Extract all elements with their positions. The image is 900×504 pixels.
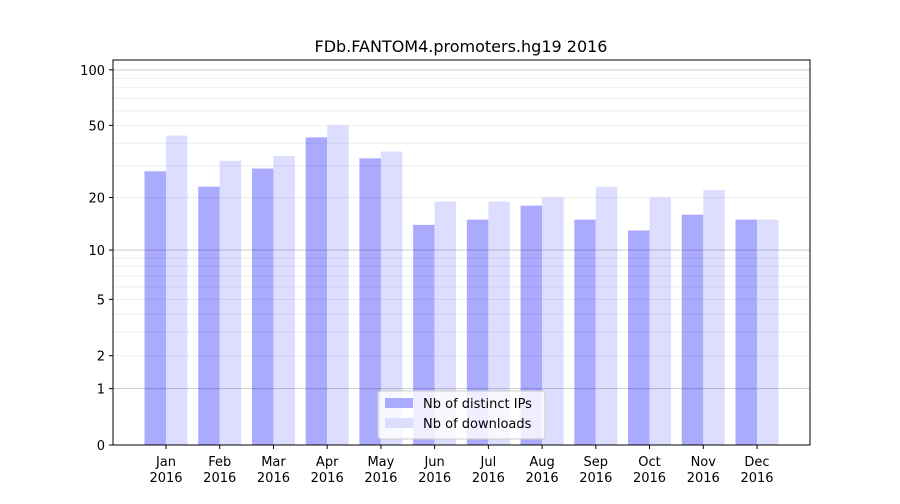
bar-downloads-mar: [273, 155, 295, 446]
y-tick-label: 2: [97, 350, 105, 365]
y-axis: 0 1 2 5 10 20 50 100: [80, 64, 113, 454]
legend-label: Nb of downloads: [423, 417, 532, 432]
x-tick-label-year: 2016: [257, 471, 290, 486]
x-tick-label-month: May: [367, 455, 394, 470]
x-tick-label-year: 2016: [579, 471, 612, 486]
x-tick-label-month: Mar: [261, 455, 286, 470]
bar-ips-feb: [198, 186, 220, 446]
y-tick-label: 20: [88, 192, 105, 207]
y-tick-label: 10: [88, 244, 105, 259]
legend-swatch: [385, 418, 413, 428]
x-tick-label-year: 2016: [687, 471, 720, 486]
x-tick-label-year: 2016: [149, 471, 182, 486]
legend-box: [377, 390, 546, 440]
bar-downloads-may: [380, 151, 403, 446]
bar-ips-jul: [466, 219, 489, 445]
x-tick-label-month: Jan: [155, 455, 176, 470]
grid: [113, 69, 810, 390]
x-tick-label-year: 2016: [364, 471, 397, 486]
legend-label: Nb of distinct IPs: [423, 397, 532, 412]
bar-ips-nov: [681, 214, 704, 445]
bar-downloads-feb: [219, 160, 242, 445]
bar-downloads-oct: [649, 197, 672, 445]
bars: [144, 125, 779, 446]
x-tick-label-month: Aug: [529, 455, 554, 470]
x-tick-label-year: 2016: [633, 471, 666, 486]
bar-ips-jan: [144, 171, 166, 445]
bar-downloads-apr: [327, 125, 349, 445]
y-tick-label: 100: [80, 64, 105, 79]
bar-downloads-jul: [488, 201, 510, 445]
bar-downloads-dec: [757, 219, 779, 445]
legend: Nb of distinct IPs Nb of downloads: [377, 390, 546, 440]
x-tick-label-month: Sep: [584, 455, 609, 470]
y-tick-label: 50: [88, 119, 105, 134]
x-axis: Jan2016Feb2016Mar2016Apr2016May2016Jun20…: [149, 445, 774, 486]
bar-downloads-nov: [703, 190, 725, 445]
x-tick-label-month: Apr: [316, 455, 339, 470]
x-tick-label-year: 2016: [526, 471, 559, 486]
legend-swatch: [385, 398, 413, 408]
x-tick-label-month: Jun: [423, 455, 444, 470]
plot-frame: [112, 59, 811, 446]
bar-ips-oct: [628, 230, 650, 445]
bar-ips-apr: [305, 137, 328, 445]
y-tick-label: 0: [97, 439, 105, 454]
x-tick-label-month: Jul: [480, 455, 497, 470]
x-tick-label-year: 2016: [203, 471, 236, 486]
x-tick-label-year: 2016: [311, 471, 344, 486]
y-tick-label: 5: [97, 293, 105, 308]
bar-downloads-jan: [166, 135, 188, 445]
x-tick-label-year: 2016: [740, 471, 773, 486]
y-tick-label: 1: [97, 383, 105, 398]
bar-ips-dec: [735, 219, 757, 445]
bar-ips-may: [359, 158, 381, 445]
bar-ips-aug: [520, 205, 543, 445]
x-tick-label-month: Nov: [691, 455, 717, 470]
bar-ips-mar: [251, 168, 274, 445]
bar-downloads-jun: [434, 201, 457, 445]
bar-ips-jun: [413, 224, 435, 445]
bar-downloads-aug: [542, 197, 564, 445]
chart-title: FDb.FANTOM4.promoters.hg19 2016: [315, 37, 608, 56]
x-tick-label-month: Oct: [638, 455, 660, 470]
x-tick-label-month: Feb: [208, 455, 231, 470]
bar-downloads-sep: [595, 186, 618, 446]
x-tick-label-year: 2016: [472, 471, 505, 486]
bar-ips-sep: [574, 219, 596, 445]
x-tick-label-month: Dec: [744, 455, 769, 470]
x-tick-label-year: 2016: [418, 471, 451, 486]
